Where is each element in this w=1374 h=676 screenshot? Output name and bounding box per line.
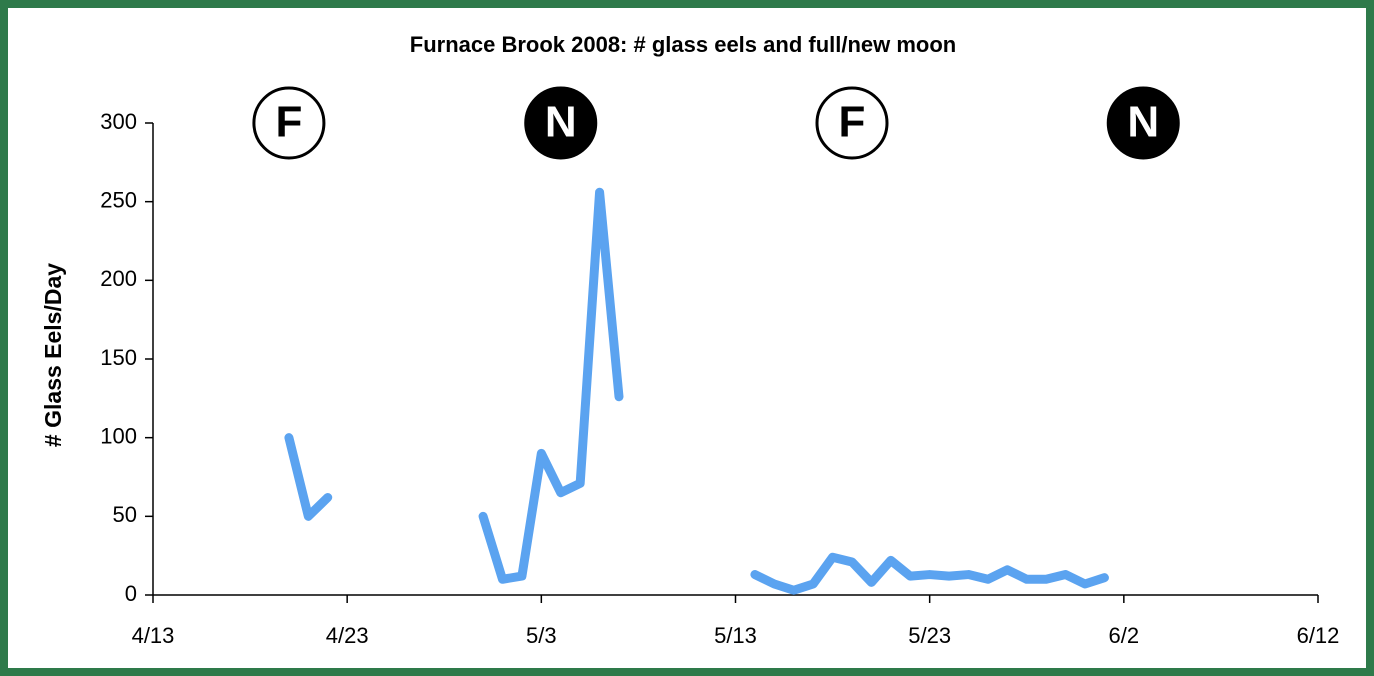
moon-marker [815, 86, 889, 160]
y-tick-label: 200 [100, 266, 137, 291]
x-tick-label: 4/23 [326, 623, 369, 648]
moon-label: N [1127, 98, 1159, 147]
chart-title: Furnace Brook 2008: # glass eels and ful… [410, 32, 957, 57]
y-tick-label: 0 [125, 581, 137, 606]
y-tick-label: 250 [100, 187, 137, 212]
x-tick-label: 6/2 [1109, 623, 1140, 648]
moon-label: F [275, 98, 302, 147]
y-tick-label: 50 [113, 502, 137, 527]
x-tick-label: 4/13 [132, 623, 175, 648]
moon-marker [252, 86, 326, 160]
x-tick-label: 5/13 [714, 623, 757, 648]
y-tick-label: 150 [100, 345, 137, 370]
moon-label: F [839, 98, 866, 147]
x-tick-label: 6/12 [1297, 623, 1340, 648]
moon-label: N [545, 98, 577, 147]
x-tick-label: 5/3 [526, 623, 557, 648]
x-tick-label: 5/23 [908, 623, 951, 648]
y-tick-label: 100 [100, 423, 137, 448]
y-tick-label: 300 [100, 109, 137, 134]
moon-marker [524, 86, 598, 160]
y-axis-label: # Glass Eels/Day [40, 263, 66, 447]
data-line [284, 187, 1109, 595]
moon-marker [1106, 86, 1180, 160]
